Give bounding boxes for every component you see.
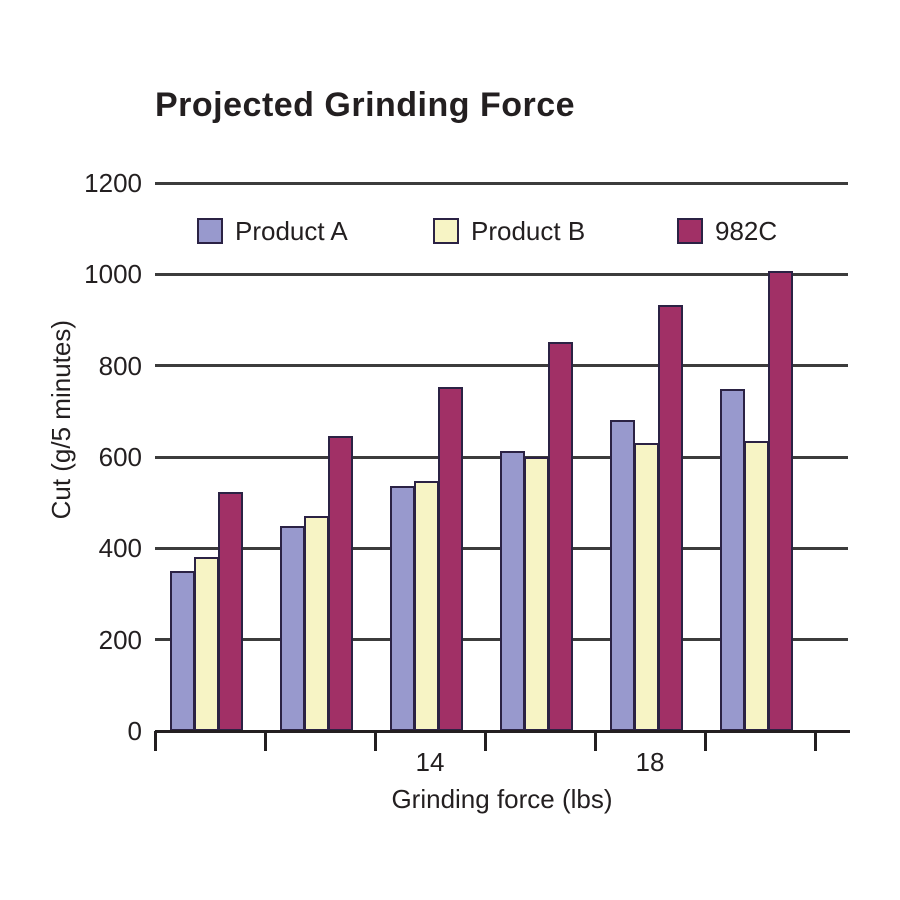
y-tick-label-800: 800 [98,350,142,381]
bar-product-b-group-4 [524,457,549,731]
legend-label: Product A [235,216,348,246]
bar-product-a-group-3 [390,485,415,731]
bar-product-b-group-2 [304,516,329,731]
x-axis-tick-6 [813,731,817,751]
bar-product-b-group-3 [414,481,439,731]
y-tick-label-1200: 1200 [84,168,142,198]
bar-product-a-group-1 [170,571,195,731]
legend-item-product-b: Product B [433,216,585,246]
x-axis-title: Grinding force (lbs) [391,784,613,814]
legend-label: Product B [471,216,586,246]
y-tick-label-600: 600 [98,442,142,472]
y-tick-label-200: 200 [98,624,142,655]
bar-982c-group-1 [218,492,243,731]
bar-product-a-group-2 [280,526,305,731]
y-axis-title: Cut (g/5 minutes) [44,160,78,680]
legend-item-product-a: Product A [197,216,348,246]
legend-swatch-982c [677,218,703,244]
bar-product-b-group-5 [634,443,659,731]
bar-product-b-group-1 [194,557,219,731]
x-axis-tick-5 [703,731,707,751]
x-axis-tick-3 [483,731,487,751]
y-tick-label-1000: 1000 [84,259,142,290]
legend-label: 982C [715,216,778,246]
x-axis-tick-0 [153,731,157,751]
bar-982c-group-2 [328,436,353,731]
bar-product-b-group-6 [744,441,769,731]
bar-982c-group-6 [768,270,793,731]
bar-product-a-group-5 [610,419,635,731]
bar-product-a-group-6 [720,388,745,731]
x-axis-tick-1 [263,731,267,751]
gridline-y-1200 [155,181,848,185]
legend-swatch-product-b [433,218,459,244]
legend-swatch-product-a [197,218,223,244]
chart-title: Projected Grinding Force [155,86,576,124]
y-tick-label-0: 0 [127,716,142,746]
x-axis-tick-2 [373,731,377,751]
x-tick-label-14: 14 [415,747,445,777]
bar-982c-group-4 [548,342,573,731]
gridline-y-1000 [155,272,848,276]
legend-item-982c: 982C [677,216,777,246]
y-tick-label-400: 400 [98,533,142,564]
x-tick-label-18: 18 [635,747,665,777]
gridline-y-800 [155,364,848,368]
bar-product-a-group-4 [500,450,525,731]
bar-982c-group-3 [438,387,463,731]
x-axis-tick-4 [593,731,597,751]
y-axis-title-text: Cut (g/5 minutes) [45,320,76,520]
bar-982c-group-5 [658,304,683,731]
x-axis-line [155,729,850,733]
